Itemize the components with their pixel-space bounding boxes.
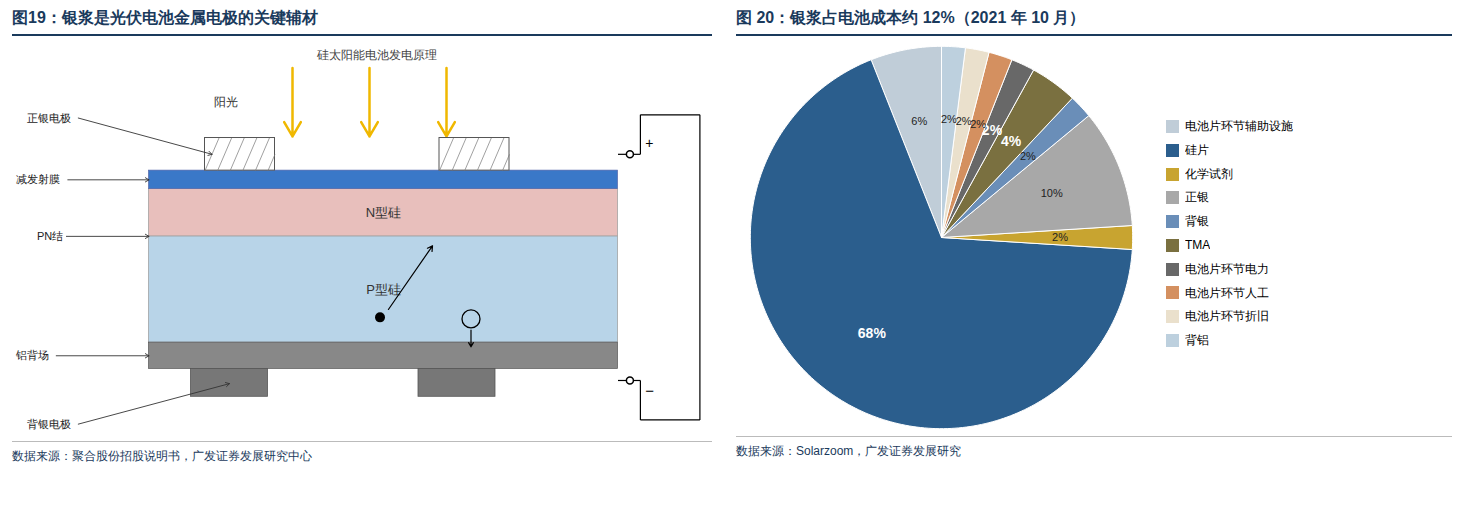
html-text:数据来源：聚合股份招股说明书，广发证券发展研究中心: 数据来源：聚合股份招股说明书，广发证券发展研究中心 <box>12 449 312 463</box>
html-text:电池片环节辅助设施: 电池片环节辅助设施 <box>1185 119 1293 133</box>
svg-text:+: + <box>645 135 653 151</box>
html-text:电池片环节人工: 电池片环节人工 <box>1185 285 1269 300</box>
svg-text:N型硅: N型硅 <box>366 205 401 220</box>
html-text:电池片环节折旧: 电池片环节折旧 <box>1185 309 1269 324</box>
svg-text:6%: 6% <box>911 115 927 127</box>
svg-text:P型硅: P型硅 <box>366 282 401 297</box>
html-text:正银: 正银 <box>1185 190 1209 205</box>
svg-text:减发射膜: 减发射膜 <box>16 173 60 185</box>
svg-text:4%: 4% <box>1001 133 1022 149</box>
svg-text:2%: 2% <box>941 113 957 125</box>
svg-text:2%: 2% <box>956 115 972 127</box>
html-text:背银: 背银 <box>1185 214 1209 229</box>
svg-text:PN结: PN结 <box>37 230 63 242</box>
svg-text:铝背场: 铝背场 <box>15 349 49 361</box>
html-text:图 20：银浆占电池成本约 12%（2021 年 10 月）: 图 20：银浆占电池成本约 12%（2021 年 10 月） <box>736 9 1086 26</box>
svg-text:2%: 2% <box>981 121 1003 138</box>
svg-text:正银电极: 正银电极 <box>27 112 71 124</box>
html-text:TMA: TMA <box>1185 238 1211 252</box>
svg-text:阳光: 阳光 <box>214 95 238 109</box>
svg-text:68%: 68% <box>858 325 887 341</box>
svg-text:背银电极: 背银电极 <box>27 418 71 430</box>
html-text:图19：银浆是光伏电池金属电极的关键辅材: 图19：银浆是光伏电池金属电极的关键辅材 <box>12 9 318 26</box>
html-text:背铝: 背铝 <box>1185 333 1209 348</box>
svg-text:10%: 10% <box>1041 187 1063 199</box>
html-text:硅片: 硅片 <box>1185 142 1209 157</box>
svg-text:硅太阳能电池发电原理: 硅太阳能电池发电原理 <box>316 48 437 62</box>
html-text:数据来源：Solarzoom，广发证券发展研究: 数据来源：Solarzoom，广发证券发展研究 <box>736 444 962 458</box>
svg-text:2%: 2% <box>970 118 986 130</box>
html-text:化学试剂: 化学试剂 <box>1185 166 1233 181</box>
svg-text:−: − <box>645 382 654 399</box>
html-text:电池片环节电力: 电池片环节电力 <box>1185 261 1269 276</box>
svg-text:2%: 2% <box>1052 231 1068 243</box>
svg-text:2%: 2% <box>1020 150 1036 162</box>
